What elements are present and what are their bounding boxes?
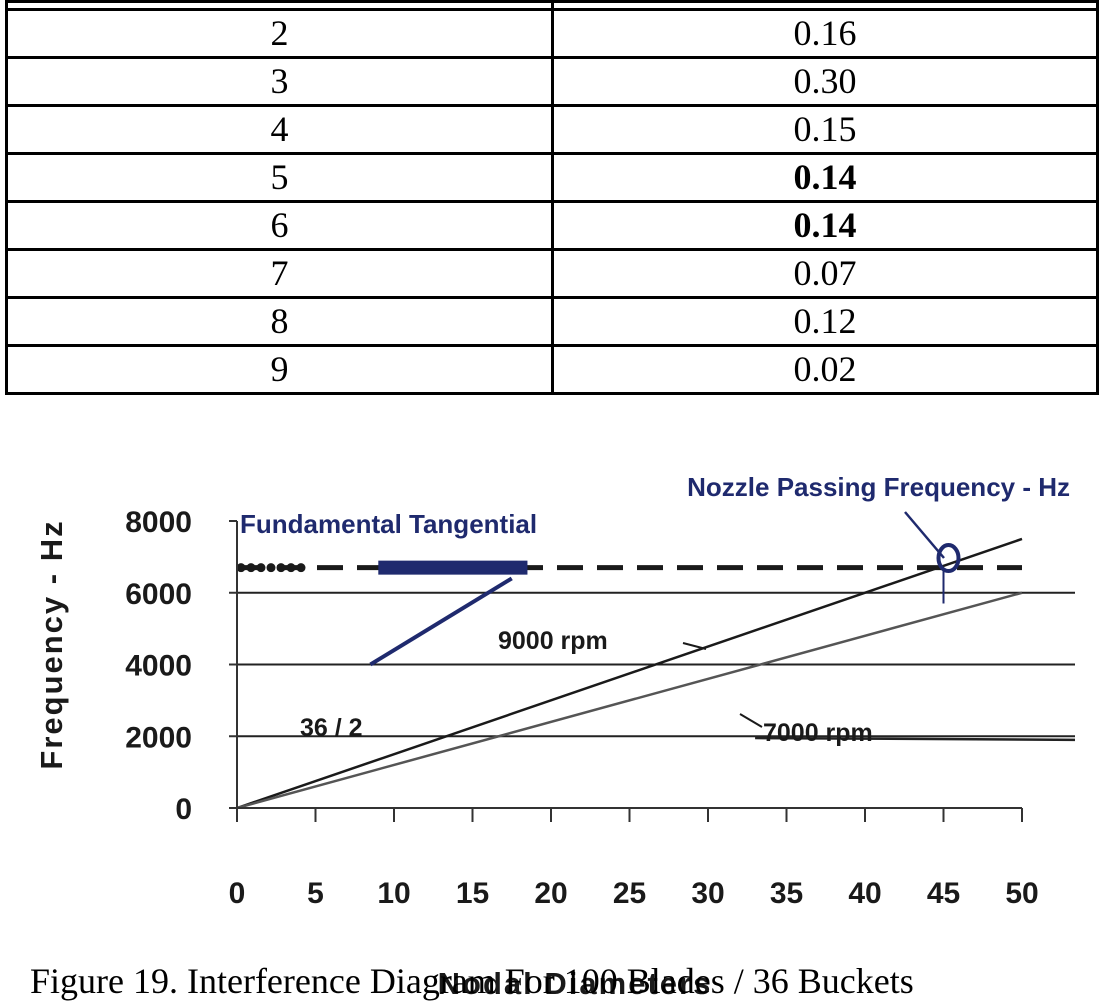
table-row: 9 0.02 — [5, 344, 1099, 395]
table-cell-value: 0.30 — [551, 56, 1099, 107]
table-cell-index: 9 — [5, 344, 554, 395]
nozzle-leader — [904, 511, 945, 559]
y-axis-title: Frequency - Hz — [34, 519, 69, 769]
table-row: 8 0.12 — [5, 296, 1099, 347]
y-tick-label: 8000 — [125, 506, 192, 539]
x-tick-label: 5 — [307, 877, 324, 910]
x-tick-label: 25 — [613, 877, 646, 910]
nozzle-passing-label: Nozzle Passing Frequency - Hz — [687, 472, 1070, 502]
tangential-band — [378, 560, 528, 575]
rpm-7000-label: 7000 rpm — [763, 719, 873, 747]
table-cell-value: 0.15 — [551, 104, 1099, 155]
table-cell-value: 0.02 — [551, 344, 1099, 395]
tangential-dot-marker — [246, 563, 256, 573]
data-table: 2 0.16 3 0.30 4 0.15 5 0.14 6 0.14 7 0.07 8 0.12 9 0.02 — [5, 0, 1099, 395]
table-cell-index: 5 — [5, 152, 554, 203]
table-cell-value: 0.14 — [551, 152, 1099, 203]
table-cell-value: 0.07 — [551, 248, 1099, 299]
y-tick-label: 4000 — [125, 650, 192, 683]
table-cell-index: 2 — [5, 8, 554, 59]
x-tick-label: 30 — [691, 877, 724, 910]
table-cell-value: 0.16 — [551, 8, 1099, 59]
tangential-dot-marker — [266, 563, 276, 573]
table-cell-index: 6 — [5, 200, 554, 251]
x-tick-label: 10 — [377, 877, 410, 910]
tail-line — [755, 736, 1076, 742]
ratio-label: 36 / 2 — [300, 714, 363, 742]
x-axis-title: Nodal Diameters — [438, 966, 713, 997]
x-tick-label: 40 — [848, 877, 881, 910]
table-cell-index: 4 — [5, 104, 554, 155]
y-tick-label: 6000 — [125, 578, 192, 611]
x-tick-label: 15 — [456, 877, 489, 910]
fundamental-tangential-label: Fundamental Tangential — [240, 509, 537, 539]
rpm-9000-label: 9000 rpm — [498, 627, 608, 655]
table-top-row — [5, 0, 1099, 11]
table-row: 5 0.14 — [5, 152, 1099, 203]
x-tick-label: 35 — [770, 877, 803, 910]
interference-marker — [936, 543, 961, 574]
series-line-9000-rpm — [236, 537, 1023, 810]
figure-caption: Figure 19. Interference Diagram For 100 … — [30, 961, 914, 1001]
tangential-dot-marker — [286, 563, 296, 573]
table-cell-index: 7 — [5, 248, 554, 299]
y-tick-label: 2000 — [125, 721, 192, 754]
table-cell-value: 0.14 — [551, 200, 1099, 251]
table-cell-value: 0.12 — [551, 296, 1099, 347]
rpm-9000-leader — [682, 642, 707, 650]
table-row: 7 0.07 — [5, 248, 1099, 299]
table-row: 6 0.14 — [5, 200, 1099, 251]
table-cell-index: 3 — [5, 56, 554, 107]
rpm-7000-leader — [739, 713, 763, 728]
table-row: 3 0.30 — [5, 56, 1099, 107]
x-tick-label: 45 — [927, 877, 960, 910]
x-tick-label: 0 — [229, 877, 246, 910]
table-row: 4 0.15 — [5, 104, 1099, 155]
x-tick-label: 50 — [1005, 877, 1038, 910]
interference-chart: Nozzle Passing Frequency - Hz Fundamental… — [34, 472, 1076, 997]
tangential-dot-marker — [256, 563, 266, 573]
series-line-36-2 — [369, 576, 513, 667]
tangential-dot-marker — [236, 563, 246, 573]
tangential-dot-marker — [296, 563, 306, 573]
tangential-dot-marker — [276, 563, 286, 573]
table-row: 2 0.16 — [5, 8, 1099, 59]
x-tick-label: 20 — [534, 877, 567, 910]
y-tick-label: 0 — [175, 793, 192, 826]
series-line-7000-rpm — [236, 591, 1023, 810]
table-cell-index: 8 — [5, 296, 554, 347]
